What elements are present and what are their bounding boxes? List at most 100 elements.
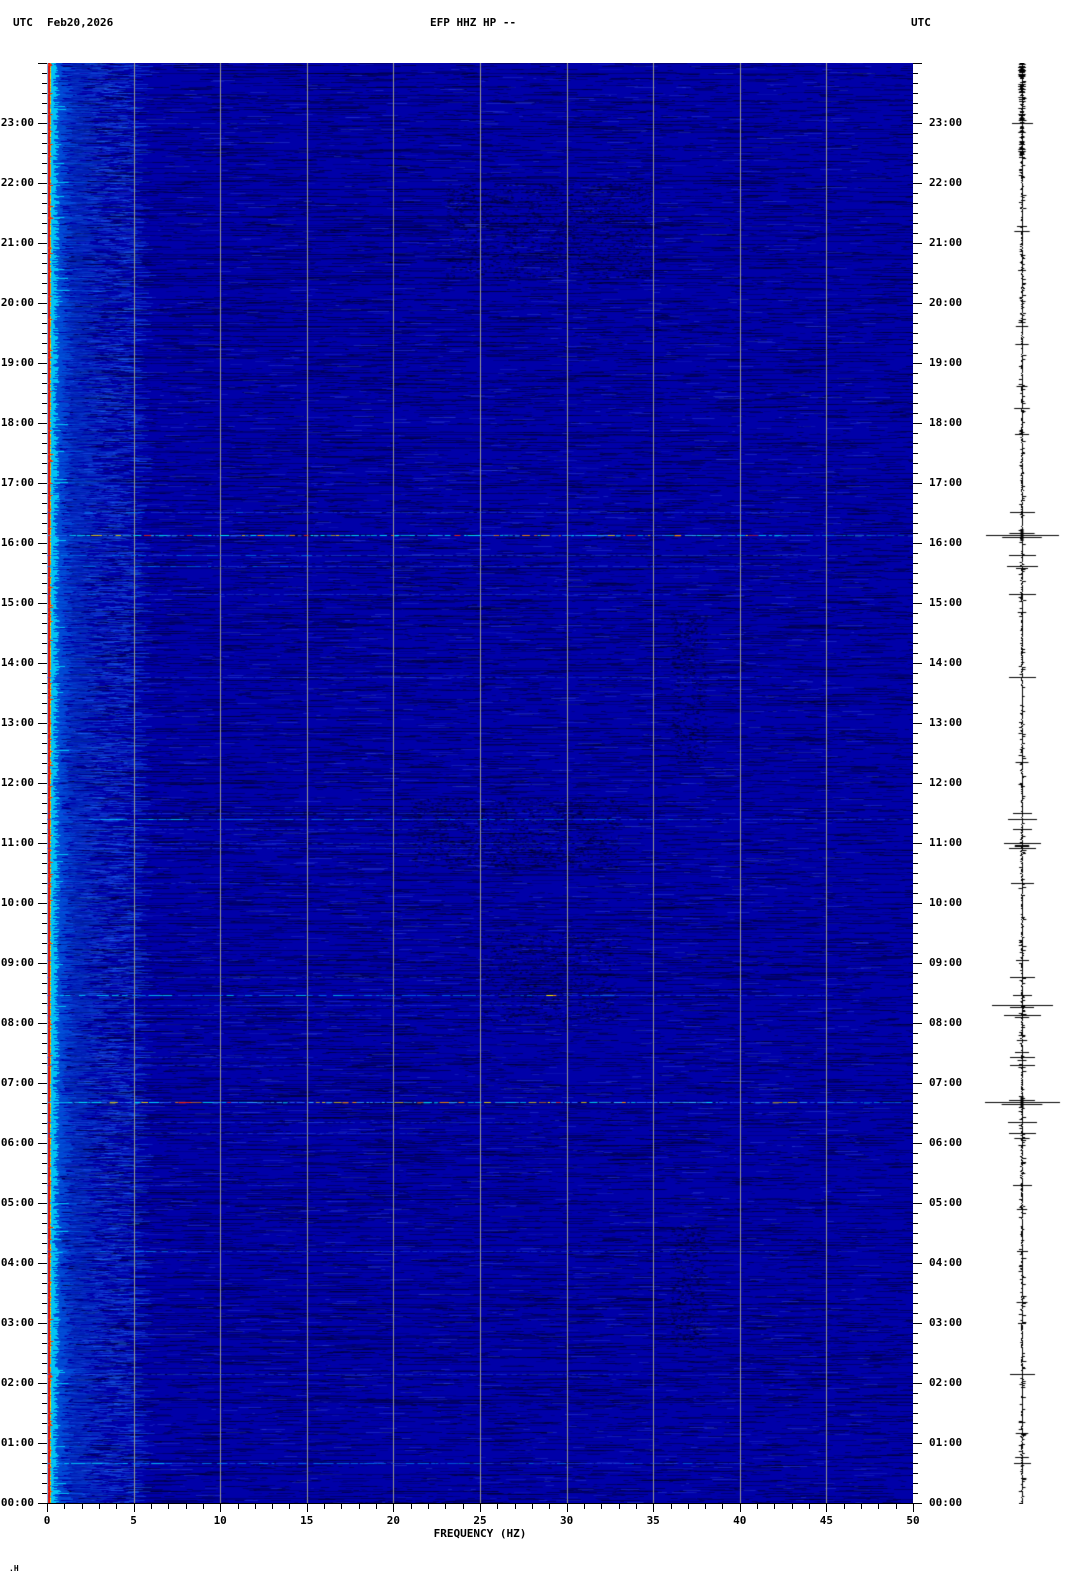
axis-tick [913, 213, 918, 214]
axis-tick [913, 813, 918, 814]
y-axis-hour-label-right: 06:00 [929, 1136, 963, 1149]
axis-tick [445, 1504, 446, 1509]
axis-tick [42, 533, 47, 534]
axis-tick [411, 1504, 412, 1509]
axis-tick [42, 733, 47, 734]
axis-tick [38, 1503, 47, 1504]
axis-tick [913, 773, 918, 774]
axis-tick [913, 253, 918, 254]
axis-tick [42, 263, 47, 264]
axis-tick [913, 293, 918, 294]
axis-tick [42, 1003, 47, 1004]
axis-tick [774, 1504, 775, 1509]
header-station-title: EFP HHZ HP -- [430, 16, 517, 29]
axis-tick [42, 643, 47, 644]
axis-tick [913, 243, 922, 244]
axis-tick [42, 893, 47, 894]
axis-tick [913, 1183, 918, 1184]
axis-tick [913, 313, 918, 314]
x-axis-tick-label: 15 [300, 1514, 314, 1527]
axis-tick [64, 1504, 65, 1509]
y-axis-hour-label-left: 06:00 [0, 1136, 34, 1149]
axis-tick [42, 613, 47, 614]
axis-tick [42, 293, 47, 294]
axis-tick [289, 1504, 290, 1509]
axis-tick [42, 573, 47, 574]
axis-tick [913, 1423, 918, 1424]
axis-tick [878, 1504, 879, 1509]
axis-tick [42, 453, 47, 454]
axis-tick [913, 1333, 918, 1334]
axis-tick [42, 413, 47, 414]
axis-tick [913, 553, 918, 554]
y-axis-hour-label-left: 20:00 [0, 296, 34, 309]
y-axis-hour-label-left: 10:00 [0, 896, 34, 909]
axis-tick [307, 1504, 308, 1512]
axis-tick [913, 1153, 918, 1154]
axis-tick [913, 1233, 918, 1234]
axis-tick [38, 1263, 47, 1264]
y-axis-hour-label-left: 18:00 [0, 416, 34, 429]
y-axis-hour-label-left: 23:00 [0, 116, 34, 129]
axis-tick [913, 203, 918, 204]
axis-tick [42, 163, 47, 164]
axis-tick [42, 713, 47, 714]
axis-tick [42, 1303, 47, 1304]
axis-tick [42, 1363, 47, 1364]
axis-tick [913, 1293, 918, 1294]
axis-tick [42, 1253, 47, 1254]
axis-tick [42, 523, 47, 524]
x-axis-tick-label: 45 [819, 1514, 834, 1527]
axis-tick [913, 1253, 918, 1254]
y-axis-hour-label-right: 11:00 [929, 836, 963, 849]
axis-tick [42, 703, 47, 704]
axis-tick [913, 93, 918, 94]
axis-tick [913, 593, 918, 594]
axis-tick [38, 483, 47, 484]
y-axis-hour-label-right: 03:00 [929, 1316, 963, 1329]
axis-tick [913, 473, 918, 474]
axis-tick [116, 1504, 117, 1509]
axis-tick [42, 273, 47, 274]
y-axis-hour-label-left: 03:00 [0, 1316, 34, 1329]
axis-tick [497, 1504, 498, 1509]
y-axis-hour-label-left: 22:00 [0, 176, 34, 189]
axis-tick [913, 633, 918, 634]
axis-tick [688, 1504, 689, 1509]
axis-tick [42, 253, 47, 254]
axis-tick [42, 1213, 47, 1214]
axis-tick [42, 143, 47, 144]
axis-tick [42, 623, 47, 624]
corner-mark: .H [9, 1564, 19, 1573]
y-axis-hour-label-right: 01:00 [929, 1436, 963, 1449]
axis-tick [42, 593, 47, 594]
axis-tick [913, 503, 918, 504]
axis-tick [42, 1053, 47, 1054]
axis-tick [913, 1273, 918, 1274]
axis-tick [42, 1473, 47, 1474]
axis-tick [653, 1504, 654, 1512]
axis-tick [913, 1373, 918, 1374]
axis-tick [42, 1433, 47, 1434]
axis-tick [913, 1053, 918, 1054]
axis-tick [38, 1083, 47, 1084]
axis-tick [913, 133, 918, 134]
x-axis-tick-label: 20 [386, 1514, 401, 1527]
axis-tick [913, 1323, 922, 1324]
axis-tick [913, 1093, 918, 1094]
y-axis-hour-label-left: 09:00 [0, 956, 34, 969]
axis-tick [42, 323, 47, 324]
axis-tick [42, 803, 47, 804]
axis-tick [913, 1243, 918, 1244]
axis-tick [913, 323, 918, 324]
axis-tick [913, 523, 918, 524]
axis-tick [757, 1504, 758, 1509]
axis-tick [913, 703, 918, 704]
axis-tick [740, 1504, 741, 1512]
axis-tick [515, 1504, 516, 1509]
axis-tick [38, 1383, 47, 1384]
axis-tick [913, 193, 918, 194]
axis-tick [42, 213, 47, 214]
axis-tick [42, 1373, 47, 1374]
axis-tick [38, 303, 47, 304]
